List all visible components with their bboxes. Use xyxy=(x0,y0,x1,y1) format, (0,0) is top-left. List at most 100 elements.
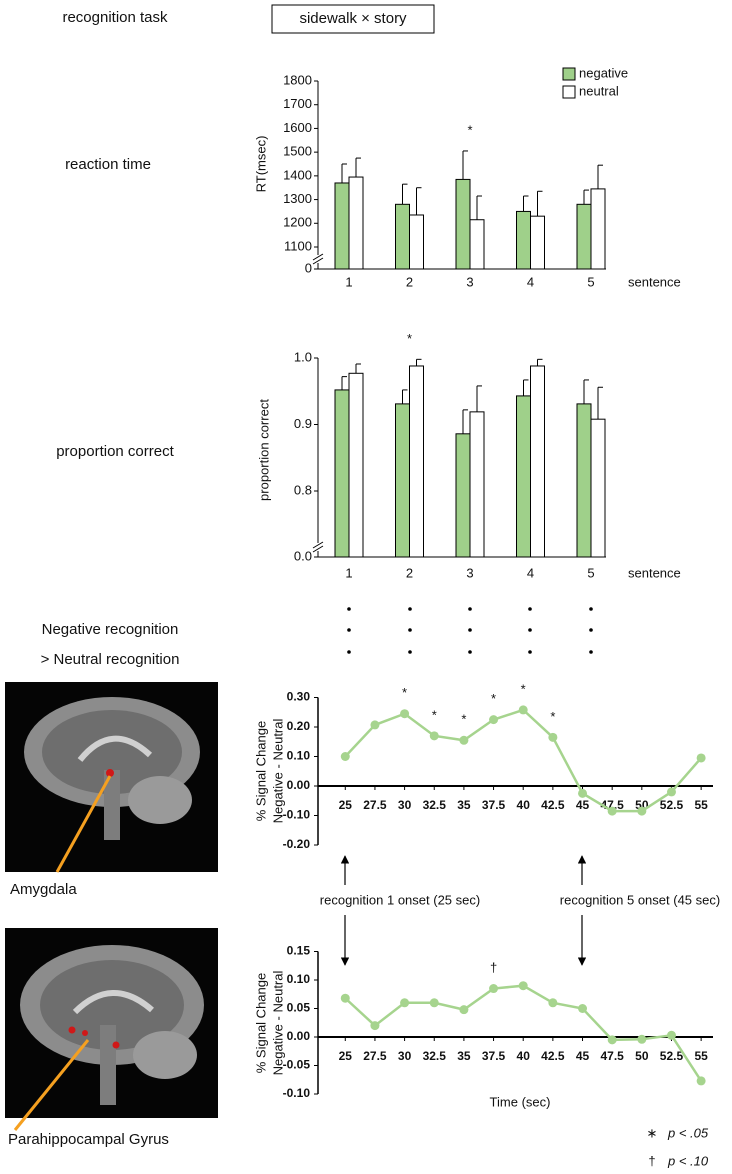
y-tick-label: -0.10 xyxy=(283,1086,311,1100)
region-label: Amygdala xyxy=(10,881,77,898)
legend-symbol: ∗ xyxy=(647,1125,658,1140)
point xyxy=(370,720,380,730)
point xyxy=(607,1035,617,1045)
bar xyxy=(409,365,424,558)
brain-image xyxy=(5,928,218,1131)
bar xyxy=(516,395,531,558)
point xyxy=(429,998,439,1008)
y-tick-label: 0.05 xyxy=(287,1001,311,1015)
row-label: Negative recognition xyxy=(42,621,179,638)
point xyxy=(578,1004,588,1013)
y-tick-label: 1700 xyxy=(283,96,312,111)
x-tick-label: 35 xyxy=(457,1049,471,1063)
point xyxy=(607,806,617,816)
x-tick-label: 50 xyxy=(635,1049,649,1063)
x-tick-label: 4 xyxy=(527,565,534,580)
bar xyxy=(469,219,485,270)
legend-swatch xyxy=(562,85,576,99)
x-tick-label: 40 xyxy=(517,1049,531,1063)
dot xyxy=(589,650,593,654)
bar xyxy=(530,215,545,270)
dot xyxy=(468,650,472,654)
y-axis-label: Negative - Neutral xyxy=(270,971,285,1076)
x-tick-label: 5 xyxy=(587,274,594,289)
y-tick-label: -0.10 xyxy=(283,808,311,822)
y-tick-label: 0.20 xyxy=(287,719,311,733)
x-tick-label: 52.5 xyxy=(660,798,684,812)
dot xyxy=(408,650,412,654)
dot xyxy=(347,650,351,654)
y-tick-label: -0.05 xyxy=(283,1058,311,1072)
point xyxy=(489,715,499,725)
bar xyxy=(469,411,485,558)
row-label: reaction time xyxy=(65,156,151,173)
significance-marker: * xyxy=(407,331,412,346)
bar xyxy=(348,176,364,270)
brain-image xyxy=(5,682,218,873)
y-tick-label: -0.20 xyxy=(283,837,311,851)
x-tick-label: 55 xyxy=(694,1049,708,1063)
x-tick-label: 37.5 xyxy=(482,1049,506,1063)
y-tick-label: 0.15 xyxy=(287,944,311,958)
dot xyxy=(468,607,472,611)
dot xyxy=(528,650,532,654)
axis-break xyxy=(312,253,324,261)
significance-marker: * xyxy=(491,691,496,706)
y-tick-label: 1800 xyxy=(283,72,312,87)
x-axis-label: Time (sec) xyxy=(490,1094,551,1109)
x-tick-label: 30 xyxy=(398,1049,412,1063)
y-tick-label: 1600 xyxy=(283,120,312,135)
axis-break xyxy=(312,257,324,265)
dot xyxy=(347,628,351,632)
y-tick-label: 0.10 xyxy=(287,749,311,763)
point xyxy=(637,1034,647,1044)
point xyxy=(666,787,676,797)
row-label: > Neutral recognition xyxy=(41,651,180,668)
y-tick-label: 1100 xyxy=(284,238,312,253)
x-tick-label: 45 xyxy=(576,798,590,812)
y-tick-label: 0 xyxy=(305,260,312,275)
x-tick-label: 32.5 xyxy=(423,1049,447,1063)
point xyxy=(459,1005,469,1015)
y-tick-label: 1200 xyxy=(283,215,312,230)
bar xyxy=(395,203,410,270)
point xyxy=(666,1030,676,1040)
line xyxy=(344,984,703,1082)
point xyxy=(696,1076,706,1086)
x-tick-label: 45 xyxy=(576,1049,590,1063)
y-tick-label: 1400 xyxy=(283,167,312,182)
legend-label: negative xyxy=(579,65,628,80)
bar xyxy=(334,182,350,270)
x-tick-label: 27.5 xyxy=(363,1049,387,1063)
x-tick-label: 1 xyxy=(345,565,352,580)
bar xyxy=(576,403,592,558)
condition-box xyxy=(271,4,435,34)
point xyxy=(548,732,558,742)
y-tick-label: 0.00 xyxy=(287,778,311,792)
x-tick-label: 42.5 xyxy=(541,798,565,812)
dot xyxy=(347,607,351,611)
point xyxy=(518,705,528,715)
condition: sidewalk × story xyxy=(299,10,407,27)
dot xyxy=(468,628,472,632)
onset-arrows xyxy=(340,855,587,966)
legend-symbol: † xyxy=(648,1153,655,1168)
dot xyxy=(528,628,532,632)
y-tick-label: 1500 xyxy=(283,144,312,159)
y-axis-label: RT(msec) xyxy=(253,136,268,193)
x-tick-label: 3 xyxy=(466,565,473,580)
x-axis-label: sentence xyxy=(628,565,681,580)
point xyxy=(400,709,410,719)
x-tick-label: 25 xyxy=(339,798,353,812)
y-tick-label: 1.0 xyxy=(294,349,312,364)
legend-label: neutral xyxy=(579,83,619,98)
x-tick-label: 32.5 xyxy=(423,798,447,812)
x-tick-label: 1 xyxy=(345,274,352,289)
x-tick-label: 3 xyxy=(466,274,473,289)
point xyxy=(340,993,350,1003)
significance-marker: * xyxy=(550,709,555,724)
legend-swatch xyxy=(562,67,576,81)
x-tick-label: 30 xyxy=(398,798,412,812)
y-axis-label: % Signal Change xyxy=(253,721,268,821)
row-label: proportion correct xyxy=(56,443,174,460)
